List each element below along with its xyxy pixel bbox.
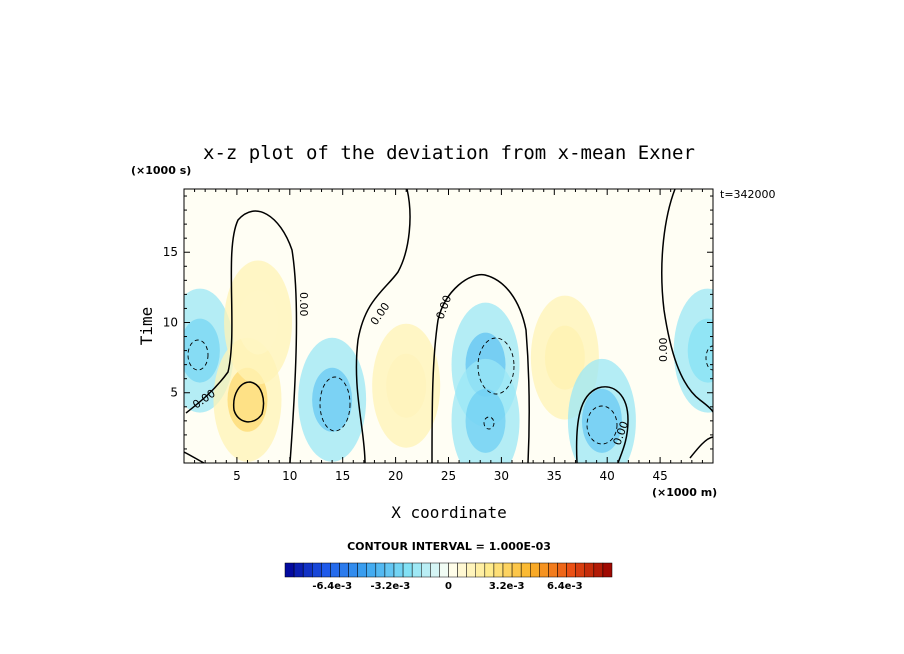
neg-contour-2 <box>319 376 351 432</box>
colorbar-tick-label: -3.2e-3 <box>370 581 410 592</box>
y-axis-label: Time <box>137 307 156 346</box>
field-blob-core <box>386 353 427 418</box>
colorbar: -6.4e-3 -3.2e-3 0 3.2e-3 6.4e-3 <box>284 562 613 592</box>
colorbar-swatch <box>539 562 549 578</box>
contour-label: 0.00 <box>657 338 670 363</box>
colorbar-swatch <box>411 562 422 578</box>
colorbar-swatch <box>402 562 413 578</box>
colorbar-swatch <box>293 562 304 578</box>
colorbar-swatch <box>602 562 613 578</box>
field-blob-core <box>184 318 220 383</box>
colorbar-swatch <box>439 562 449 578</box>
zero-contour-center-left <box>355 189 411 463</box>
colorbar-swatch <box>430 562 440 578</box>
x-tick-label: 25 <box>441 469 456 483</box>
neg-contour-3 <box>477 337 515 395</box>
field-blob-core <box>312 367 353 432</box>
x-tick-label: 45 <box>652 469 667 483</box>
negative-contours <box>187 337 713 445</box>
x-tick-label: 40 <box>600 469 615 483</box>
colorbar-swatch <box>312 562 322 578</box>
field-blob-core <box>544 325 585 390</box>
colorbar-tick-label: -6.4e-3 <box>312 581 352 592</box>
shaded-field <box>184 260 713 463</box>
x-tick-label: 5 <box>233 469 241 483</box>
x-tick-label: 15 <box>335 469 350 483</box>
x-tick-label: 20 <box>388 469 403 483</box>
zero-contour-right-edge <box>661 189 713 413</box>
x-unit-label: (×1000 m) <box>652 486 717 499</box>
colorbar-swatch <box>557 562 567 578</box>
x-tick-label: 10 <box>282 469 297 483</box>
colorbar-tick-label: 3.2e-3 <box>489 581 525 592</box>
y-unit-label: (×1000 s) <box>131 164 191 177</box>
colorbar-swatch <box>520 562 531 578</box>
field-blob-core <box>465 388 506 453</box>
y-tick-label: 15 <box>163 245 178 259</box>
colorbar-swatch <box>502 562 513 578</box>
colorbar-swatch <box>475 562 486 578</box>
colorbar-swatch <box>484 562 495 578</box>
colorbar-swatch <box>357 562 367 578</box>
colorbar-swatch <box>384 562 395 578</box>
x-axis-label: X coordinate <box>391 503 507 522</box>
plot-area: 0.00 0.00 0.00 0.00 0.00 0.00 5 10 15 20 25 3… <box>163 188 714 483</box>
zero-contour-left-dome <box>185 210 298 463</box>
zero-contour-right-dome <box>575 386 629 463</box>
colorbar-tick-label: 6.4e-3 <box>547 581 583 592</box>
zero-contour-ring <box>232 381 265 423</box>
colorbar-swatch <box>575 562 586 578</box>
neg-contour-5 <box>586 405 618 445</box>
colorbar-swatch <box>493 562 504 578</box>
y-tick-label: 10 <box>163 315 178 329</box>
colorbar-swatch <box>421 562 431 578</box>
zero-contour-center-dome <box>431 274 531 463</box>
field-blob-core <box>687 318 713 383</box>
colorbar-swatch <box>566 562 576 578</box>
zero-contours <box>184 189 713 463</box>
colorbar-swatch <box>530 562 540 578</box>
field-blob-core <box>581 388 622 453</box>
colorbar-swatch <box>466 562 476 578</box>
contour-interval-text: CONTOUR INTERVAL = 1.000E-03 <box>347 540 551 553</box>
neg-contour-4 <box>483 416 495 430</box>
colorbar-swatch <box>330 562 340 578</box>
colorbar-swatch <box>339 562 349 578</box>
y-tick-label: 5 <box>170 386 178 400</box>
colorbar-swatch <box>584 562 595 578</box>
colorbar-swatch <box>284 562 295 578</box>
colorbar-swatch <box>393 562 404 578</box>
colorbar-swatch <box>321 562 331 578</box>
colorbar-swatch <box>302 562 313 578</box>
colorbar-swatch <box>348 562 358 578</box>
colorbar-swatch <box>511 562 522 578</box>
zero-contour-bottom-right <box>689 436 713 459</box>
colorbar-swatch <box>593 562 604 578</box>
colorbar-swatch <box>375 562 386 578</box>
neg-contour-6 <box>705 345 713 371</box>
neg-contour-1 <box>187 339 209 371</box>
x-tick-label: 35 <box>547 469 562 483</box>
colorbar-swatch <box>448 562 458 578</box>
colorbar-tick-label: 0 <box>445 581 452 592</box>
colorbar-swatch <box>548 562 558 578</box>
zero-contour-bottom-left <box>184 451 205 463</box>
x-tick-label: 30 <box>494 469 509 483</box>
colorbar-swatch <box>457 562 467 578</box>
field-blob-core <box>238 290 279 355</box>
axis-ticks: 5 10 15 20 25 30 35 40 45 5 10 15 <box>163 189 714 483</box>
colorbar-swatch <box>366 562 377 578</box>
chart-title: x-z plot of the deviation from x-mean Ex… <box>203 142 695 164</box>
contour-label: 0.00 <box>297 292 310 317</box>
time-stamp: t=342000 <box>720 188 776 201</box>
